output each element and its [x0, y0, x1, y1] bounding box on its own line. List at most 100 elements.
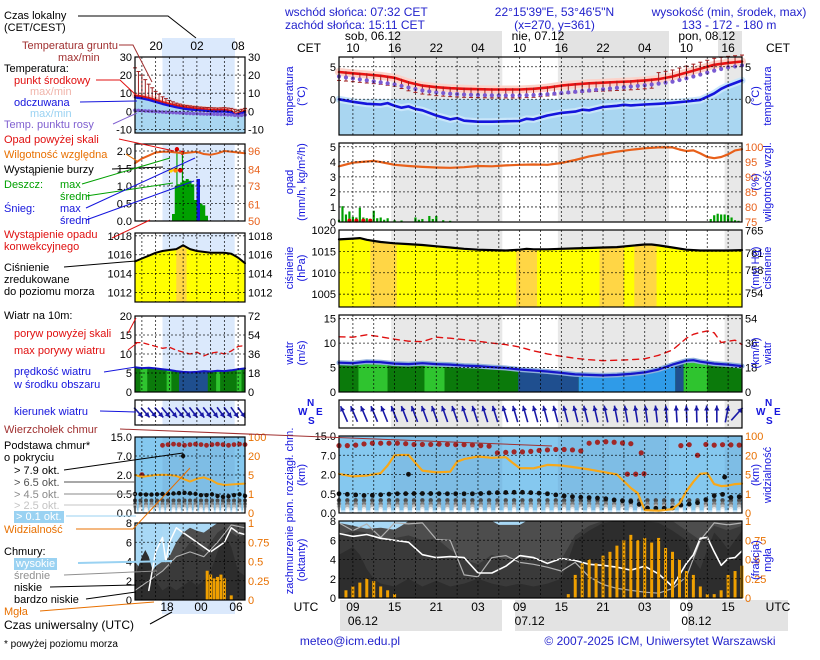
svg-text:04: 04 [471, 41, 485, 55]
svg-text:22: 22 [430, 41, 444, 55]
legend-label: max/min [30, 86, 72, 98]
svg-text:0: 0 [248, 595, 254, 607]
svg-text:20: 20 [120, 70, 132, 82]
temperature-panel: 5 0 5 0 [330, 54, 751, 136]
svg-text:1012: 1012 [108, 288, 132, 300]
svg-text:2.0: 2.0 [321, 470, 336, 482]
legend-label: > 7.9 okt. [14, 465, 60, 477]
svg-text:0.0: 0.0 [321, 508, 336, 520]
svg-text:72: 72 [248, 311, 260, 323]
elevation-label: wysokość (min, środek, max) [651, 5, 807, 19]
compass-s-icon: S [308, 416, 315, 427]
svg-text:8: 8 [330, 516, 336, 528]
svg-text:0.5: 0.5 [745, 555, 760, 567]
svg-text:20: 20 [120, 311, 132, 323]
svg-text:1: 1 [248, 518, 254, 530]
legend-label: prędkość wiatru [14, 366, 92, 378]
svg-text:0: 0 [330, 387, 336, 399]
svg-text:765: 765 [745, 225, 763, 237]
svg-text:15: 15 [120, 330, 132, 342]
svg-text:8: 8 [126, 518, 132, 530]
svg-text:08.12: 08.12 [681, 614, 711, 628]
legend-label: poryw powyżej skali [14, 328, 112, 340]
svg-text:07.12: 07.12 [515, 614, 545, 628]
svg-text:95: 95 [745, 157, 757, 169]
svg-text:09: 09 [680, 600, 694, 614]
svg-text:1015: 1015 [312, 246, 336, 258]
compass-w-icon: W [756, 407, 766, 418]
svg-text:06: 06 [229, 600, 243, 614]
svg-text:0: 0 [248, 106, 254, 118]
elevation-value: 133 - 172 - 180 m [681, 18, 777, 32]
svg-text:0.25: 0.25 [745, 574, 766, 586]
mini-cloudcover-panel: 8 6 4 2 0 1 0.75 0.5 0.25 0 [126, 518, 270, 607]
svg-text:1: 1 [248, 489, 254, 501]
svg-text:-10: -10 [116, 124, 132, 136]
legend-label: max porywy wiatru [14, 345, 106, 357]
svg-text:85: 85 [745, 187, 757, 199]
svg-text:0: 0 [330, 94, 336, 106]
compass-e-icon: E [774, 407, 781, 418]
legend-label: do poziomu morza [4, 286, 95, 298]
svg-text:18: 18 [248, 368, 260, 380]
svg-text:10: 10 [680, 41, 694, 55]
svg-text:UTC: UTC [294, 600, 319, 614]
svg-text:0.0: 0.0 [117, 216, 132, 228]
svg-text:754: 754 [745, 288, 763, 300]
legend-label: konwekcyjnego [4, 241, 80, 253]
svg-text:03: 03 [471, 600, 485, 614]
legend-label: max/min [30, 108, 72, 120]
legend-label: Widzialność [4, 524, 63, 536]
mini-temperature-panel: 30 20 10 0 -10 30 20 10 0 -10 [116, 52, 264, 136]
email-link[interactable]: meteo@icm.edu.pl [299, 634, 401, 648]
svg-text:2: 2 [126, 576, 132, 588]
svg-text:20: 20 [149, 39, 163, 53]
legend-label: max [60, 203, 81, 215]
legend-label: Wierzchołek chmur [4, 424, 98, 436]
svg-text:0.25: 0.25 [248, 576, 269, 588]
svg-text:4: 4 [126, 557, 132, 569]
svg-text:30: 30 [120, 52, 132, 64]
svg-text:2: 2 [330, 187, 336, 199]
svg-text:10: 10 [324, 338, 336, 350]
wind-direction-strip [338, 399, 744, 429]
svg-text:UTC: UTC [766, 600, 791, 614]
svg-text:20: 20 [745, 450, 757, 462]
legend-label: Wiatr na 10m: [4, 310, 73, 322]
svg-text:0: 0 [745, 387, 751, 399]
svg-text:0: 0 [248, 508, 254, 520]
svg-text:758: 758 [745, 265, 763, 277]
svg-text:84: 84 [248, 164, 260, 176]
svg-text:0.75: 0.75 [248, 537, 269, 549]
cloudcover-fog-panel: 8 6 4 2 0 1 0.75 0.5 0.25 0 [330, 516, 767, 605]
svg-text:16: 16 [388, 41, 402, 55]
svg-text:36: 36 [248, 349, 260, 361]
svg-text:sob, 06.12: sob, 06.12 [345, 29, 401, 43]
mini-wind-direction-strip [133, 399, 246, 426]
svg-text:0.5: 0.5 [117, 199, 132, 211]
legend-label: punkt środkowy [14, 75, 91, 87]
svg-text:7.0: 7.0 [117, 451, 132, 463]
svg-text:96: 96 [248, 146, 260, 158]
svg-text:1: 1 [330, 202, 336, 214]
svg-text:3: 3 [330, 172, 336, 184]
contact-email[interactable]: meteo@icm.edu.pl [285, 634, 415, 648]
axis-title: zachmurzenie (oktanty) [284, 525, 308, 595]
compass-w-icon: W [298, 407, 308, 418]
axis-title: wiatr (m/s) [284, 340, 308, 366]
legend-label: Śnieg: [4, 203, 36, 215]
legend-label: Mgła [4, 606, 28, 618]
svg-text:5: 5 [126, 368, 132, 380]
legend-label: Temperatura gruntu [22, 40, 118, 52]
legend-label: max [60, 179, 81, 191]
svg-text:100: 100 [745, 431, 763, 443]
svg-text:2.0: 2.0 [117, 146, 132, 158]
legend-label: Ciśnienie [4, 262, 50, 274]
svg-text:761: 761 [745, 248, 763, 260]
svg-text:00: 00 [194, 600, 208, 614]
legend-label: Wystąpienie burzy [4, 164, 94, 176]
axis-title: (frakcja) mgła [750, 540, 774, 580]
svg-text:-10: -10 [248, 124, 264, 136]
legend-label: odczuwana [14, 97, 70, 109]
